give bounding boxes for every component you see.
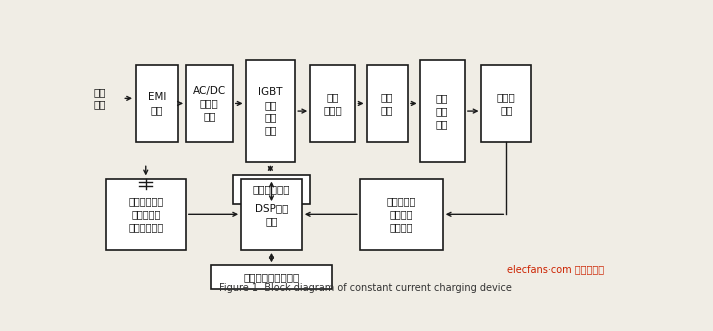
Bar: [481, 65, 531, 142]
Bar: [136, 65, 178, 142]
Text: 隔离驱动电路: 隔离驱动电路: [252, 184, 290, 194]
Bar: [186, 65, 232, 142]
Bar: [245, 60, 295, 162]
Text: Figure 1  Block diagram of constant current charging device: Figure 1 Block diagram of constant curre…: [219, 283, 512, 293]
Text: 输出
直流
滤波: 输出 直流 滤波: [436, 93, 448, 129]
Text: 控制按摳及显示电路: 控制按摳及显示电路: [243, 272, 299, 282]
Text: 过流、过压、
短路、断相
故障检测电路: 过流、过压、 短路、断相 故障检测电路: [128, 197, 163, 232]
Text: elecfans·com 电子发烧友: elecfans·com 电子发烧友: [508, 264, 605, 274]
Text: 脉冲
变压器: 脉冲 变压器: [324, 92, 342, 115]
Text: 蓄电池
负载: 蓄电池 负载: [497, 92, 515, 115]
Text: EMI
滤波: EMI 滤波: [148, 92, 166, 115]
Bar: [211, 265, 332, 290]
Bar: [241, 179, 302, 250]
Text: DSP控制
回路: DSP控制 回路: [255, 203, 288, 226]
Bar: [310, 65, 356, 142]
Bar: [106, 179, 186, 250]
Bar: [366, 65, 408, 142]
Text: IGBT
全桥
高频
逆变: IGBT 全桥 高频 逆变: [258, 87, 282, 135]
Text: AC/DC
十二相
整流: AC/DC 十二相 整流: [193, 86, 226, 121]
Bar: [232, 175, 310, 204]
Text: 二次
整流: 二次 整流: [381, 92, 394, 115]
Bar: [360, 179, 443, 250]
Bar: [419, 60, 465, 162]
Text: 市电
输入: 市电 输入: [93, 87, 106, 110]
Text: 输出电压、
电流检测
采样电路: 输出电压、 电流检测 采样电路: [386, 197, 416, 232]
